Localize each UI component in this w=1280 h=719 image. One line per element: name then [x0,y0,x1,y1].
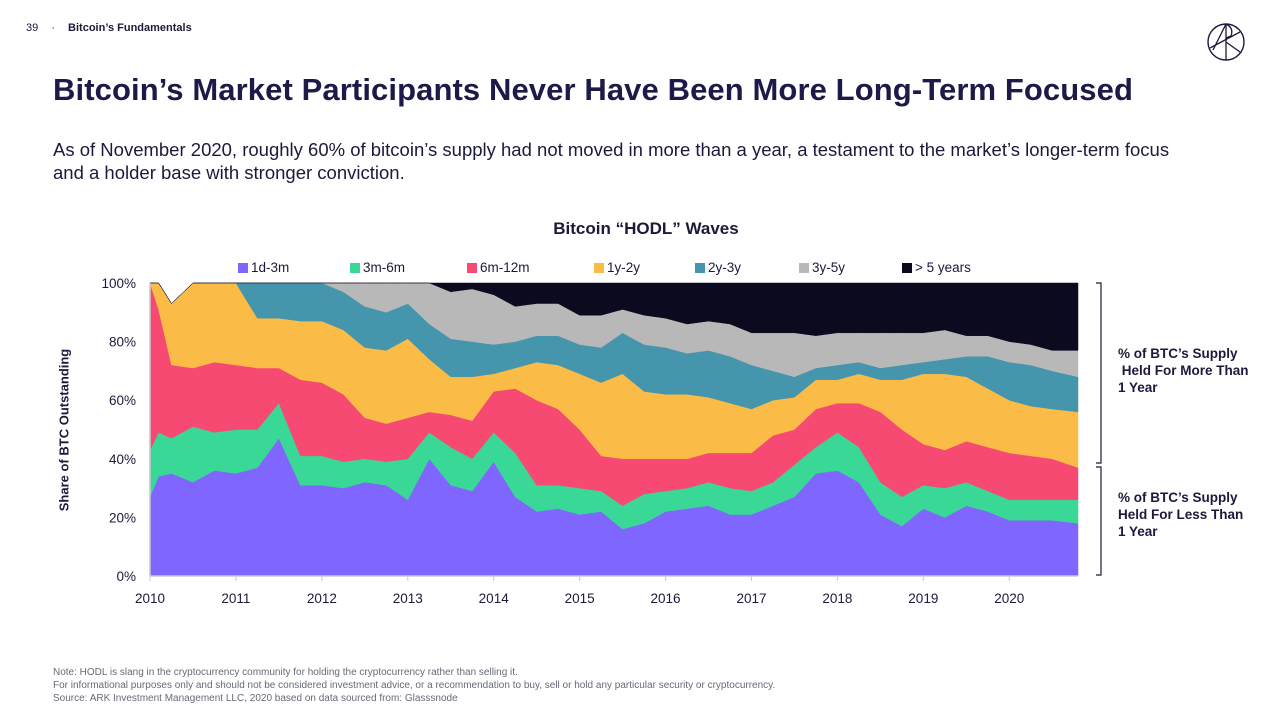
page-subtitle: As of November 2020, roughly 60% of bitc… [53,139,1170,183]
annotation-more-than-1y: % of BTC’s Supply Held For More Than 1 Y… [1118,346,1249,395]
chart-title: Bitcoin “HODL” Waves [553,219,739,238]
x-tick-label: 2018 [822,591,852,606]
legend-swatch [799,262,809,273]
x-tick-label: 2012 [307,591,337,606]
legend-label: 3m-6m [363,260,406,275]
legend-label: 1y-2y [607,260,641,275]
legend-swatch [594,262,604,273]
legend-label: 2y-3y [708,260,742,275]
x-tick-label: 2011 [221,591,250,606]
x-tick-label: 2020 [994,591,1024,606]
y-tick-label: 20% [109,510,136,525]
x-tick-label: 2013 [393,591,423,606]
y-tick-label: 0% [116,569,136,584]
page-number: 39 [26,22,39,34]
legend-item: 1d-3m [238,260,350,275]
legend-label: 3y-5y [812,260,846,275]
footnotes: Note: HODL is slang in the cryptocurrenc… [53,666,775,705]
legend-item: 6m-12m [467,260,594,275]
footnote-hodl: Note: HODL is slang in the cryptocurrenc… [53,667,518,678]
slide-header: 39 · Bitcoin’s Fundamentals [26,22,192,34]
x-tick-label: 2010 [135,591,165,606]
legend-item: 3y-5y [799,260,902,275]
page-title: Bitcoin’s Market Participants Never Have… [53,72,1134,107]
legend-item: 2y-3y [695,260,799,275]
legend-label: 6m-12m [480,260,530,275]
bracket-less-than-1y [1096,466,1102,576]
y-tick-label: 40% [109,452,136,467]
legend-swatch [902,262,912,273]
x-tick-label: 2019 [908,591,938,606]
legend-swatch [695,262,705,273]
header-separator: · [51,22,55,34]
x-tick-label: 2017 [736,591,766,606]
legend-item: 1y-2y [594,260,695,275]
ark-logo-icon [1207,23,1245,61]
footnote-disclaimer: For informational purposes only and shou… [53,680,776,691]
x-tick-label: 2016 [651,591,681,606]
footnote-source: Source: ARK Investment Management LLC, 2… [53,693,458,704]
legend-swatch [350,262,360,273]
legend-swatch [467,262,477,273]
y-tick-label: 60% [109,393,136,408]
legend-item: 3m-6m [350,260,467,275]
bracket-more-than-1y [1096,282,1102,464]
legend-label: > 5 years [915,260,971,275]
legend-item: > 5 years [902,260,982,275]
y-tick-label: 80% [109,335,136,350]
legend-label: 1d-3m [251,260,290,275]
chart-legend: 1d-3m 3m-6m 6m-12m 1y-2y 2y-3y 3y-5y > 5 years [238,260,982,275]
area-5-years [150,282,1079,351]
section-name: Bitcoin’s Fundamentals [68,22,192,34]
annotation-less-than-1y: % of BTC’s Supply Held For Less Than 1 Y… [1118,490,1244,539]
y-tick-label: 100% [101,276,136,291]
x-tick-label: 2015 [565,591,595,606]
x-tick-label: 2014 [479,591,510,606]
legend-swatch [238,262,248,273]
